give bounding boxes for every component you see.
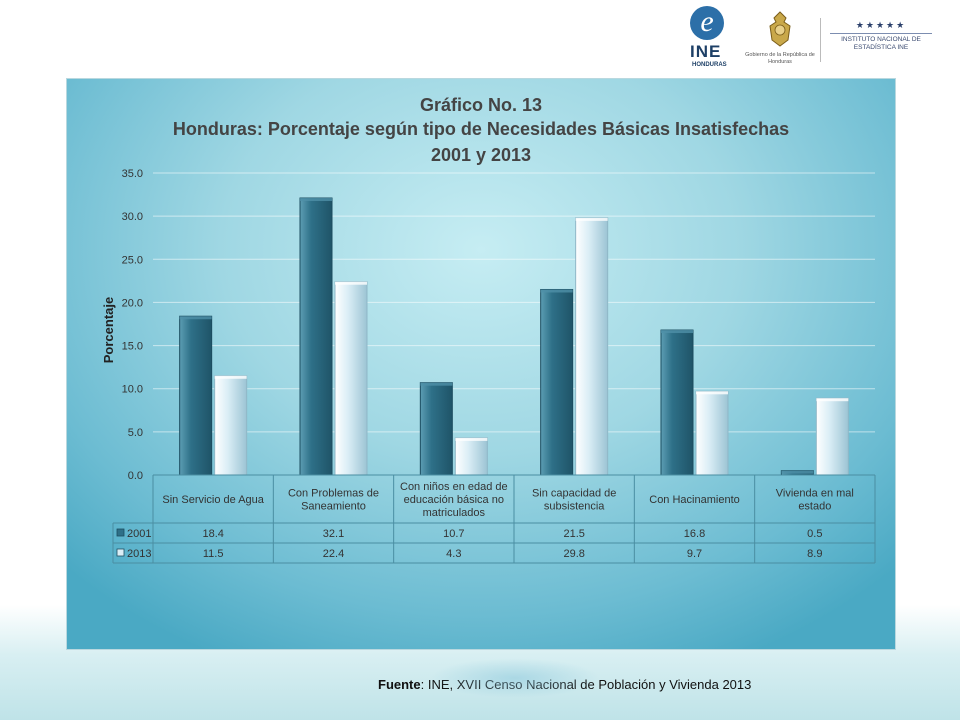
category-label: Saneamiento: [301, 501, 366, 513]
bar-2001: [299, 197, 333, 476]
category-label: Con niños en edad de: [400, 481, 508, 493]
y-tick-label: 25.0: [122, 254, 143, 266]
category-label: matriculados: [423, 507, 486, 519]
data-label: 16.8: [684, 528, 705, 540]
y-tick-label: 10.0: [122, 384, 143, 396]
bar-2013: [815, 397, 849, 476]
source-label: Fuente: [378, 677, 421, 692]
bar-2001: [179, 315, 213, 476]
chart-title-line2: Honduras: Porcentaje según tipo de Neces…: [172, 119, 790, 139]
seal-caption: Gobierno de la República de Honduras: [745, 52, 815, 65]
category-label: Sin capacidad de: [532, 488, 616, 500]
header-logos: e INE HONDURAS Gobierno de la República …: [0, 0, 960, 80]
y-tick-label: 0.0: [128, 470, 143, 482]
legend-label-2013: 2013: [127, 548, 151, 560]
y-tick-label: 20.0: [122, 297, 143, 309]
data-label: 8.9: [807, 548, 822, 560]
bar-top-2001: [300, 198, 332, 202]
bar-top-2001: [781, 470, 814, 474]
bar-top-2001: [420, 382, 453, 386]
data-label: 9.7: [687, 548, 702, 560]
data-label: 18.4: [202, 528, 223, 540]
stars-icon: ★★★★★: [855, 20, 907, 30]
government-seal: Gobierno de la República de Honduras: [744, 10, 816, 72]
y-tick-label: 30.0: [122, 211, 143, 223]
bar-top-2013: [335, 281, 367, 285]
y-tick-label: 5.0: [128, 427, 143, 439]
y-tick-label: 35.0: [122, 168, 143, 180]
bar-2013: [214, 375, 248, 476]
bar-2013: [334, 281, 368, 476]
bar-2013: [695, 390, 729, 476]
category-label: estado: [798, 501, 831, 513]
bar-2001: [660, 329, 694, 476]
category-label: educación básica no: [404, 494, 504, 506]
bar-chart: 0.0 5.0 10.0 15.0 20.0 25.0 30.0 35.0 Porcentaje…: [101, 168, 876, 564]
category-label: Sin Servicio de Agua: [162, 494, 264, 506]
data-label: 21.5: [563, 528, 584, 540]
institute-name: INSTITUTO NACIONAL DE ESTADÍSTICA INE: [841, 36, 921, 51]
ine-logo: e INE HONDURAS: [690, 6, 730, 72]
data-label: 29.8: [563, 548, 584, 560]
ine-e-icon: e: [690, 6, 724, 40]
category-label: Con Hacinamiento: [649, 494, 740, 506]
bar-top-2001: [179, 316, 212, 320]
bar-top-2013: [455, 437, 488, 441]
bar-2013: [575, 217, 609, 476]
legend-key-2013: [116, 548, 125, 557]
bar-top-2013: [816, 398, 849, 402]
institute-logo: ★★★★★ INSTITUTO NACIONAL DE ESTADÍSTICA …: [826, 20, 936, 52]
y-axis-label: Porcentaje: [101, 297, 116, 363]
chart-title-line3: 2001 y 2013: [430, 145, 532, 165]
data-label: 4.3: [446, 548, 461, 560]
header-divider: [820, 18, 821, 62]
ine-name: INE: [690, 42, 722, 61]
data-label: 11.5: [203, 548, 224, 560]
ine-country: HONDURAS: [692, 62, 727, 68]
chart-panel: Gráfico No. 13 Honduras: Porcentaje segú…: [66, 78, 896, 692]
coat-of-arms-icon: [769, 11, 791, 47]
decorative-glow: [430, 658, 600, 698]
chart-title-line1: Gráfico No. 13: [419, 95, 543, 115]
bar-2013: [454, 437, 488, 476]
bar-top-2001: [540, 289, 573, 293]
category-label: Vivienda en mal: [776, 488, 854, 500]
bar-top-2013: [696, 391, 728, 395]
category-label: Con Problemas de: [288, 488, 379, 500]
data-label: 10.7: [443, 528, 464, 540]
bar-top-2001: [661, 330, 693, 334]
y-tick-label: 15.0: [122, 341, 143, 353]
bar-2001: [540, 288, 574, 476]
bar-top-2013: [575, 217, 608, 221]
data-label: 22.4: [323, 548, 344, 560]
data-label: 32.1: [323, 528, 344, 540]
legend-key-2001: [116, 528, 125, 537]
legend-label-2001: 2001: [127, 528, 151, 540]
category-label: subsistencia: [544, 501, 605, 513]
data-label: 0.5: [807, 528, 822, 540]
bar-top-2013: [214, 375, 247, 379]
bar-2001: [419, 382, 453, 476]
